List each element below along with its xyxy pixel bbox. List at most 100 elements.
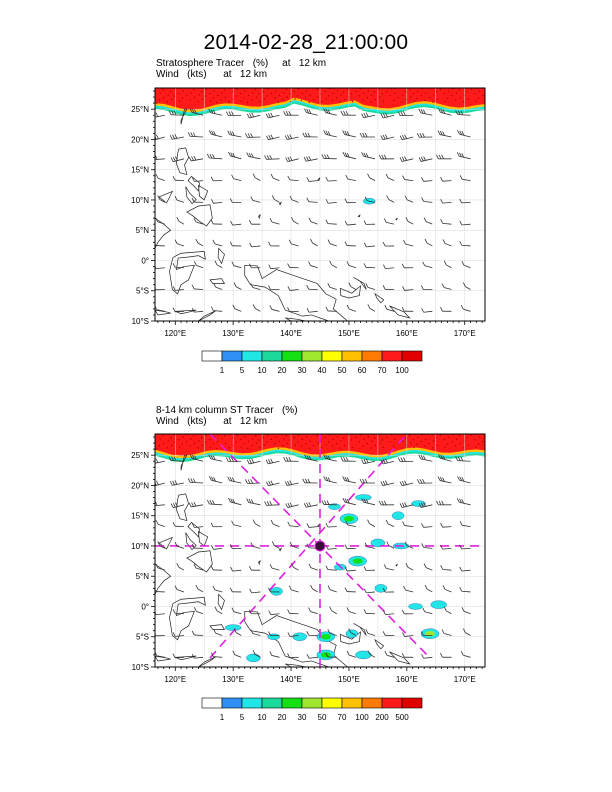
tracer-speckle — [428, 442, 430, 445]
tracer-speckle — [335, 443, 338, 445]
tracer-speckle — [197, 447, 199, 449]
tracer-speckle — [159, 92, 161, 94]
tracer-speckle — [244, 90, 246, 92]
tracer-speckle — [320, 100, 323, 103]
wind-barb — [442, 222, 452, 225]
wind-barb-flag — [193, 563, 197, 569]
wind-barb-flag — [321, 500, 325, 505]
wind-barb-flag — [437, 476, 441, 481]
tracer-speckle — [355, 436, 357, 439]
tracer-speckle — [339, 101, 341, 103]
tracer-speckle — [466, 437, 468, 439]
wind-barb-flag — [342, 151, 346, 157]
wind-barb — [233, 611, 242, 615]
wind-barb-flag — [287, 632, 291, 637]
wind-barb-flag — [225, 457, 229, 462]
wind-barb-flag — [402, 632, 405, 637]
wind-barb-flag — [399, 157, 403, 162]
wind-barb-flag — [195, 584, 199, 590]
tracer-speckle — [393, 99, 395, 101]
wind-barb-flag — [269, 217, 273, 223]
y-tick-label: 20°N — [131, 135, 149, 144]
tracer-speckle — [394, 438, 396, 440]
tracer-speckle — [339, 447, 341, 449]
wind-barb-flag — [421, 543, 424, 548]
wind-barb — [404, 289, 414, 291]
grid — [155, 88, 485, 321]
wind-barb-flag — [442, 477, 445, 482]
tracer-speckle — [402, 94, 404, 96]
wind-barb-flag — [271, 541, 275, 546]
wind-barb-flag — [364, 196, 368, 201]
wind-barb-flag — [155, 112, 159, 117]
wind-barb-flag — [306, 285, 310, 290]
wind-barb-flag — [304, 132, 308, 138]
wind-barb-flag — [303, 157, 307, 162]
wind-barb-flag — [460, 110, 464, 116]
tracer-speckle — [358, 441, 361, 443]
tracer-speckle — [482, 440, 484, 443]
tracer-speckle — [451, 440, 453, 443]
map-contents — [155, 434, 485, 667]
y-tick-label: 10°N — [131, 542, 149, 551]
map-plot-area: 120°E 130°E 140°E 150°E 160°E 170°E 25°N 20°N 15… — [131, 87, 486, 338]
wind-barb-flag — [250, 133, 253, 138]
colorbar-label: 100 — [395, 366, 409, 375]
wind-barb — [423, 526, 433, 528]
tracer-speckle — [216, 101, 218, 104]
wind-barb-flag — [459, 544, 462, 550]
wind-barb-flag — [363, 220, 367, 225]
wind-barb-flag — [191, 653, 195, 659]
wind-barb-flag — [208, 108, 212, 113]
wind-barb-flag — [404, 134, 407, 139]
tracer-speckle — [470, 88, 473, 90]
tracer-blob — [328, 503, 341, 510]
wind-barb-flag — [420, 156, 424, 162]
wind-barb-flag — [304, 478, 308, 484]
wind-barb — [327, 223, 337, 225]
tracer-speckle — [447, 436, 450, 438]
tracer-speckle — [209, 100, 212, 102]
wind-barb-flag — [155, 501, 158, 506]
panel1-title: Stratosphere Tracer (%) at 12 km — [156, 58, 327, 69]
wind-barb — [386, 654, 395, 658]
wind-barb — [272, 523, 280, 527]
wind-barb-flag — [268, 631, 271, 636]
wind-barb-flag — [231, 520, 234, 525]
wind-barb-flag — [327, 109, 331, 114]
wind-barb-flag — [440, 198, 443, 204]
wind-barb-flag — [382, 241, 386, 247]
tracer-speckle — [255, 96, 258, 98]
tracer-speckle — [374, 98, 377, 101]
x-tick-label: 170°E — [454, 329, 476, 338]
wind-barb-flag — [346, 607, 350, 612]
wind-barb-flag — [459, 152, 462, 157]
wind-barb-flag — [283, 456, 286, 462]
wind-barb — [155, 158, 165, 161]
wind-barb-flag — [402, 521, 405, 526]
wind-barb-flag — [287, 307, 290, 312]
axis-ticks — [151, 90, 483, 325]
tracer-speckle — [247, 440, 250, 443]
wind-barb-flag — [190, 132, 194, 137]
tracer-speckle — [424, 92, 427, 94]
wind-barb-flag — [367, 173, 370, 178]
colorbar-swatch — [381, 697, 403, 709]
wind-barb — [252, 287, 261, 290]
wind-barb-flag — [212, 109, 216, 114]
tracer-speckle — [267, 434, 269, 436]
coastline — [176, 493, 189, 522]
tracer-speckle — [262, 436, 265, 439]
wind-barb-flag — [269, 305, 273, 310]
wind-barb-flag — [401, 480, 405, 486]
tracer-speckle — [373, 437, 376, 439]
wind-barb-flag — [421, 177, 424, 182]
wind-barb-flag — [361, 498, 364, 503]
tracer-speckle — [201, 436, 203, 439]
wind-barb — [157, 221, 165, 225]
tracer-speckle — [428, 96, 430, 99]
wind-barb-flag — [344, 198, 348, 203]
coastline — [198, 656, 216, 667]
wind-barb-flag — [287, 156, 291, 162]
wind-barb-flag — [404, 156, 407, 161]
